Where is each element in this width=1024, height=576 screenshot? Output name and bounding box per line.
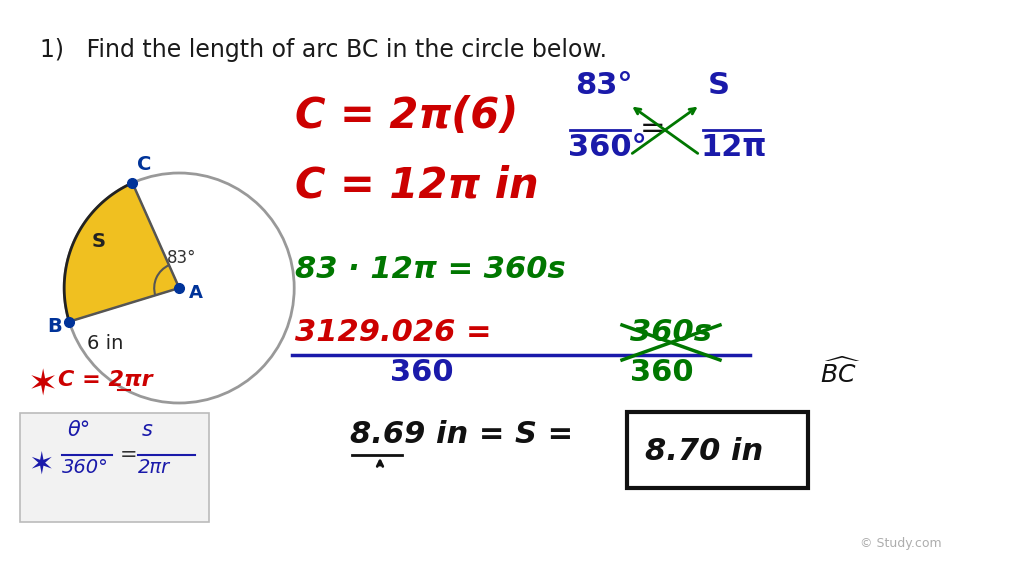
Text: 360s: 360s xyxy=(630,318,712,347)
Text: S: S xyxy=(92,233,106,251)
Text: $\widehat{BC}$: $\widehat{BC}$ xyxy=(820,358,861,388)
Text: 8.69 in = S =: 8.69 in = S = xyxy=(350,420,573,449)
Text: 360°: 360° xyxy=(568,133,647,162)
Text: s: s xyxy=(142,420,153,440)
Text: B: B xyxy=(47,317,62,336)
Text: 2πr: 2πr xyxy=(138,458,170,477)
Text: C = 2πr: C = 2πr xyxy=(58,370,153,390)
Polygon shape xyxy=(65,183,179,321)
Text: 83 · 12π = 360s: 83 · 12π = 360s xyxy=(295,255,565,284)
Text: C = 12π in: C = 12π in xyxy=(295,165,539,207)
Text: 360: 360 xyxy=(630,358,693,387)
Text: 83°: 83° xyxy=(167,249,197,267)
Text: C = 2π(6): C = 2π(6) xyxy=(295,95,518,137)
Text: A: A xyxy=(189,284,203,302)
Text: 360°: 360° xyxy=(62,458,109,477)
Text: ✶: ✶ xyxy=(28,450,53,479)
Text: =: = xyxy=(120,445,137,465)
Text: © Study.com: © Study.com xyxy=(860,537,942,550)
Text: 3129.026 =: 3129.026 = xyxy=(295,318,492,347)
Text: 360: 360 xyxy=(390,358,454,387)
Text: 1)   Find the length of arc BC in the circle below.: 1) Find the length of arc BC in the circ… xyxy=(40,38,607,62)
Text: ✶: ✶ xyxy=(28,368,58,402)
Text: 12π: 12π xyxy=(700,133,767,162)
FancyBboxPatch shape xyxy=(627,412,808,488)
Text: C: C xyxy=(137,156,152,175)
FancyBboxPatch shape xyxy=(20,413,209,522)
Text: 83°: 83° xyxy=(575,71,633,100)
Text: =: = xyxy=(640,113,666,142)
Text: 6 in: 6 in xyxy=(87,334,124,353)
Text: S: S xyxy=(708,71,730,100)
Text: θ°: θ° xyxy=(68,420,91,440)
Text: 8.70 in: 8.70 in xyxy=(645,438,763,467)
